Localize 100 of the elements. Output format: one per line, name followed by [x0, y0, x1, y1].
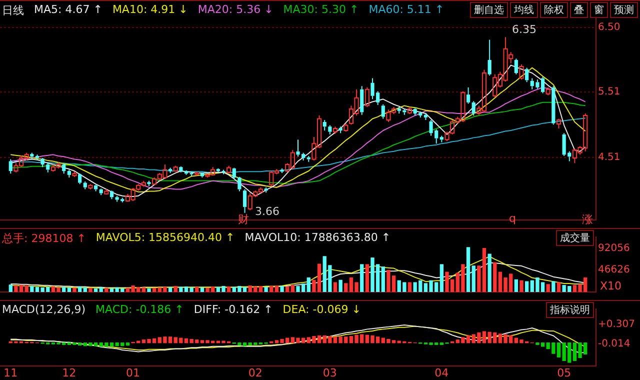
candlestick: [67, 169, 71, 178]
candlestick: [232, 168, 236, 180]
candlestick: [440, 135, 444, 143]
candlestick: [94, 185, 98, 192]
candlestick: [360, 86, 364, 116]
annotation: 均线: [510, 2, 538, 18]
text: MA60: 5.11 ↑: [368, 3, 444, 18]
bar: [200, 287, 204, 292]
bar: [99, 287, 103, 292]
candlestick: [147, 180, 151, 187]
candlestick: [222, 169, 226, 175]
candlestick: [238, 178, 242, 192]
candlestick: [168, 167, 172, 174]
candlestick: [190, 171, 194, 177]
x-tick-label: 04: [434, 366, 449, 380]
chart-title: MACD(12,26,9): [2, 303, 86, 316]
candlestick: [525, 67, 529, 83]
bar: [147, 288, 151, 292]
bar: [78, 286, 82, 292]
candlestick: [35, 154, 40, 162]
x-tick-label: 05: [557, 366, 572, 380]
annotation: 财: [238, 212, 249, 227]
bar: [88, 288, 92, 292]
annotation: 删自选: [470, 2, 508, 18]
y-tick-label: 5.51: [598, 86, 620, 98]
candlestick: [242, 188, 247, 214]
bar: [365, 264, 370, 292]
candlestick: [62, 164, 66, 174]
bar: [274, 286, 279, 292]
bar: [94, 288, 98, 292]
bar: [142, 287, 146, 292]
bar: [226, 286, 231, 292]
candlestick: [466, 86, 470, 104]
x-tick-label: 02: [248, 366, 262, 380]
candlestick: [472, 100, 476, 116]
bar: [440, 264, 444, 292]
bar: [104, 288, 108, 292]
text: 总手: 298108 ↑: [2, 231, 86, 246]
x-tick-label: 12: [62, 366, 76, 380]
candlestick: [488, 39, 492, 76]
bar: [520, 280, 524, 292]
x-tick-label: 11: [4, 366, 18, 380]
bar: [493, 262, 497, 292]
text: MA10: 4.91 ↓: [112, 3, 188, 18]
bar: [264, 286, 268, 292]
text: MA5: 4.67 ↑: [34, 3, 102, 18]
candlestick: [264, 186, 268, 194]
series-label: MACD: -0.186 ↑: [96, 303, 184, 316]
x-tick-label: 03: [322, 366, 337, 380]
annotation: q: [509, 212, 516, 225]
bar: [270, 286, 274, 292]
candlestick: [8, 158, 12, 174]
bar: [168, 287, 172, 292]
bar: [62, 286, 66, 292]
text: MAVOL5: 15856940.40 ↑: [96, 231, 235, 246]
bar: [514, 279, 518, 292]
candlestick: [179, 167, 183, 173]
text: MAVOL10: 17886363.80 ↑: [244, 231, 391, 246]
candlestick: [552, 86, 556, 126]
bar: [83, 287, 87, 292]
annotation: 6.35: [512, 23, 536, 36]
annotation: 除权: [540, 2, 568, 18]
y-tick-label: 4.51: [598, 152, 620, 163]
y-tick-label: 6.50: [598, 22, 620, 33]
text: 预测: [610, 2, 638, 18]
bar: [466, 247, 470, 292]
bar: [381, 266, 385, 292]
text: MA30: 5.30 ↑: [283, 3, 359, 18]
candlestick: [424, 113, 428, 121]
chart-title: 日线: [2, 3, 24, 18]
candlestick: [280, 168, 284, 174]
bar: [72, 288, 76, 292]
annotation: 涨: [582, 212, 593, 227]
text: DIFF: -0.162 ↑: [194, 303, 273, 316]
annotation: 指标说明: [546, 302, 594, 318]
series-label: DEA: -0.069 ↓: [282, 303, 361, 316]
bar: [556, 282, 561, 292]
candlestick: [338, 126, 342, 134]
bar: [306, 277, 310, 292]
bar: [552, 281, 556, 292]
x-tick-label: 01: [126, 366, 140, 380]
bar: [290, 285, 295, 292]
y-axis-title: X10: [600, 279, 622, 292]
bar: [360, 264, 364, 292]
bar: [338, 280, 342, 292]
bar: [8, 284, 12, 292]
bar: [152, 288, 156, 292]
candlestick: [184, 171, 188, 176]
annotation: 叠: [570, 2, 588, 18]
candlestick: [110, 191, 114, 200]
bar: [67, 287, 72, 292]
bar: [174, 286, 178, 292]
candlestick: [322, 120, 326, 132]
candlestick: [78, 174, 82, 185]
bar: [195, 286, 199, 292]
bar: [472, 266, 476, 292]
y-tick-label: -0.014: [598, 338, 630, 350]
y-tick-label: 92056: [598, 242, 630, 254]
annotation: 窗: [590, 2, 608, 18]
y-tick-label: 46626: [598, 264, 630, 276]
